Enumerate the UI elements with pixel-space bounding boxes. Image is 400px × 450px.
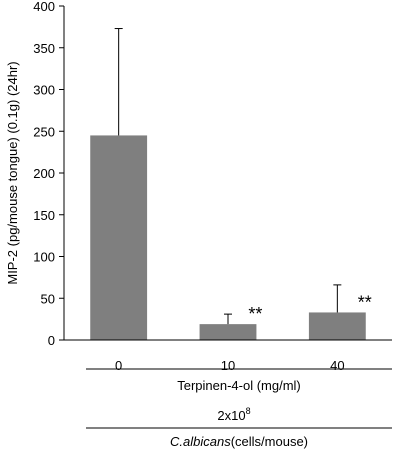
x-category-labels: 0 10 40 <box>115 358 345 373</box>
dose-exponent: 8 <box>246 406 251 416</box>
organism-name: C.albicans <box>170 434 231 449</box>
y-tick-label: 100 <box>33 250 55 265</box>
bar <box>308 312 366 340</box>
y-tick-label: 200 <box>33 166 55 181</box>
bar <box>199 324 257 340</box>
organism-unit: (cells/mouse) <box>231 434 308 449</box>
x-category-label: 40 <box>330 358 344 373</box>
x-category-label: 10 <box>221 358 235 373</box>
x-axis-label: Terpinen-4-ol (mg/ml) <box>177 378 301 393</box>
y-tick-label: 150 <box>33 208 55 223</box>
y-tick-label: 50 <box>41 291 55 306</box>
dose-label: 2x108 <box>217 406 250 423</box>
y-tick-label: 350 <box>33 41 55 56</box>
x-category-label: 0 <box>115 358 122 373</box>
bar-group: ** ** <box>90 28 372 340</box>
significance-marker: ** <box>248 304 262 324</box>
significance-marker: ** <box>358 292 372 312</box>
organism-label: C.albicans(cells/mouse) <box>170 434 308 449</box>
y-tick-group: 0 50 100 150 200 250 300 350 400 <box>33 0 64 348</box>
y-tick-label: 300 <box>33 83 55 98</box>
y-tick-label: 400 <box>33 0 55 14</box>
dose-value: 2x10 <box>217 408 245 423</box>
y-axis-label: MIP-2 (pg/mouse tongue) (0.1g) (24hr) <box>5 61 20 284</box>
y-tick-label: 0 <box>48 333 55 348</box>
bar <box>90 135 148 340</box>
y-tick-label: 250 <box>33 124 55 139</box>
